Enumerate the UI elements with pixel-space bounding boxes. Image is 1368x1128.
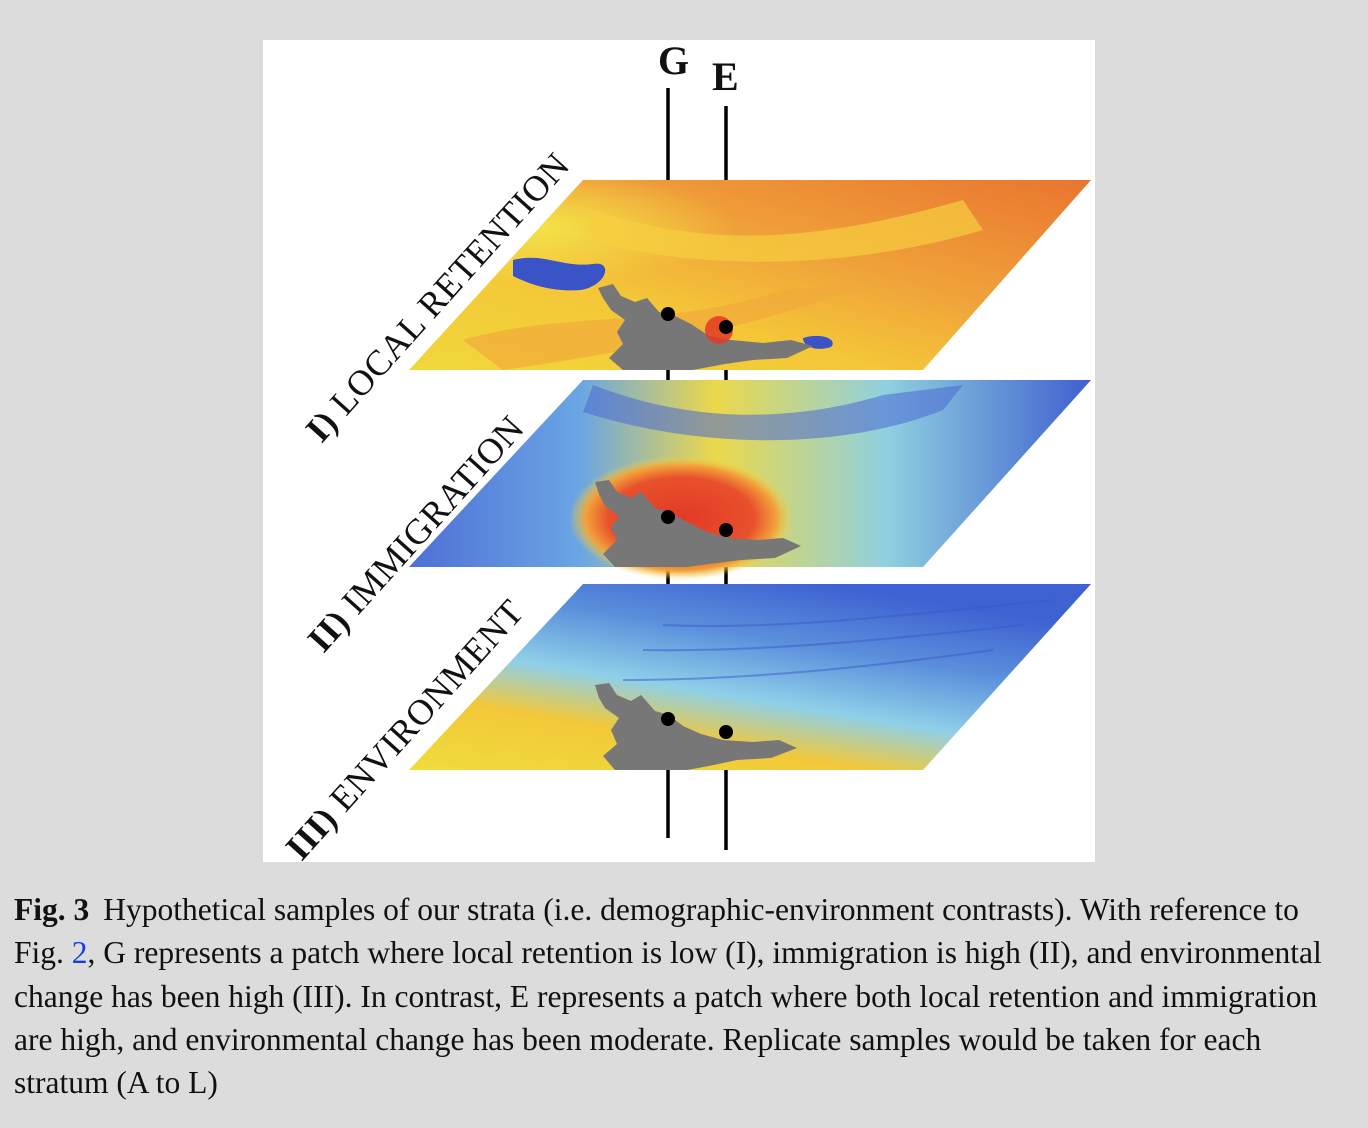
e-point-layer-1 xyxy=(719,320,733,334)
land-layer-2 xyxy=(595,480,801,567)
land-layer-3 xyxy=(595,683,797,770)
layer-immigration xyxy=(409,380,1091,580)
layer-environment xyxy=(409,584,1091,770)
land-layer-1 xyxy=(598,284,813,370)
e-point-layer-3 xyxy=(719,725,733,739)
caption-text-after-ref: , G represents a patch where local reten… xyxy=(14,935,1322,1101)
g-point-layer-1 xyxy=(661,307,675,321)
e-point-layer-2 xyxy=(719,523,733,537)
layer-local-retention xyxy=(409,180,1091,370)
figure-caption: Fig. 3 Hypothetical samples of our strata… xyxy=(14,888,1354,1104)
g-marker-label: G xyxy=(658,40,689,83)
g-point-layer-2 xyxy=(661,510,675,524)
g-point-layer-3 xyxy=(661,712,675,726)
figure-panel: G E I) LOCAL RETENTION II) IMMIGRATION I… xyxy=(263,40,1095,867)
caption-figure-label: Fig. 3 xyxy=(14,892,90,927)
layered-map-figure: G E xyxy=(409,40,1091,850)
caption-text-before-ref: Hypothetical samples of our strata (i.e.… xyxy=(14,892,1299,971)
e-marker-label: E xyxy=(712,54,739,99)
figure-reference-link[interactable]: 2 xyxy=(71,935,88,971)
